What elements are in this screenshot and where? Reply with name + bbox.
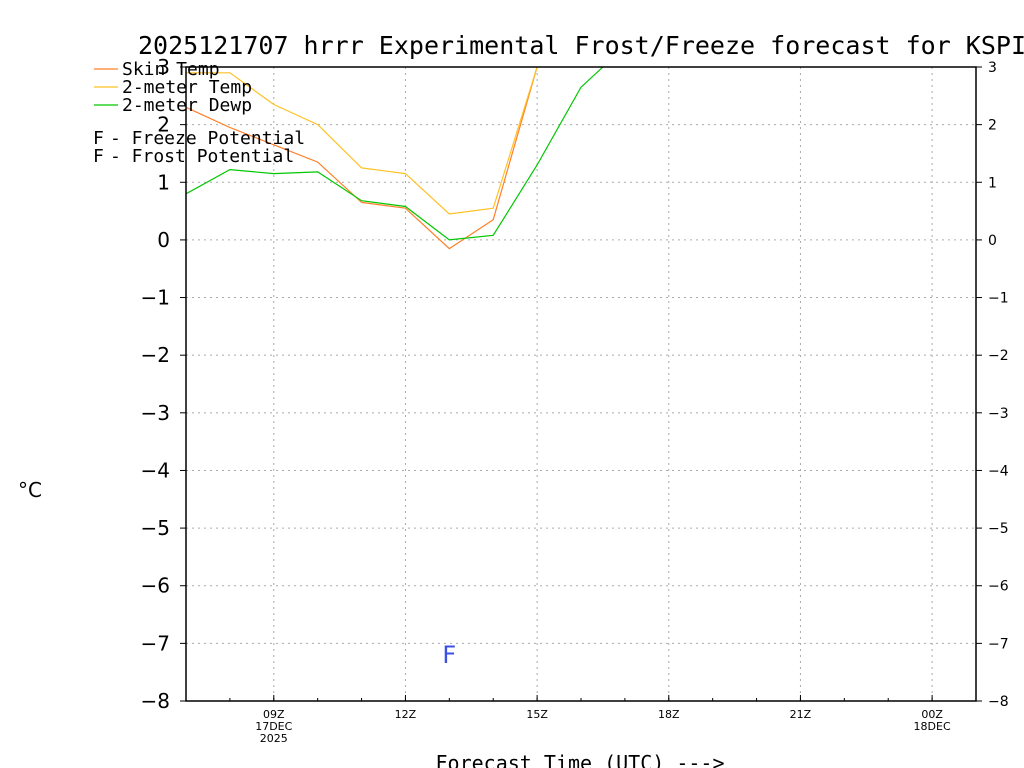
y-tick-label: 2 bbox=[157, 113, 170, 137]
y-tick-label: −1 bbox=[141, 286, 170, 310]
plot-frame bbox=[185, 66, 977, 702]
legend-label: 2-meter Dewp bbox=[122, 95, 252, 116]
y-tick-label-right: −3 bbox=[988, 406, 1009, 422]
series-line-2-meter-dewp bbox=[186, 67, 604, 241]
y-tick-label-right: −5 bbox=[988, 521, 1009, 537]
y-tick-label: −3 bbox=[141, 401, 170, 425]
x-tick-label: 17DEC bbox=[255, 720, 292, 733]
y-tick-label: −7 bbox=[141, 631, 170, 655]
x-axis-label: Forecast Time (UTC) ---> bbox=[436, 751, 725, 768]
y-tick-label: −2 bbox=[141, 343, 170, 367]
y-tick-label-right: −2 bbox=[988, 348, 1009, 364]
x-tick-label: 12Z bbox=[395, 708, 417, 721]
grid-lines bbox=[186, 67, 976, 701]
x-tick-label: 18DEC bbox=[914, 720, 951, 733]
legend-label: 2-meter Temp bbox=[122, 77, 252, 98]
y-tick-label-right: 3 bbox=[988, 60, 997, 76]
potential-legend-label: - Freeze Potential bbox=[110, 128, 305, 149]
y-tick-label-right: −7 bbox=[988, 636, 1009, 652]
y-tick-label: 1 bbox=[157, 170, 170, 194]
data-series bbox=[186, 67, 604, 250]
y-tick-label: −4 bbox=[141, 458, 170, 482]
y-tick-label-right: 1 bbox=[988, 175, 997, 191]
y-tick-label-right: 0 bbox=[988, 233, 997, 249]
y-tick-label-right: 2 bbox=[988, 118, 997, 134]
y-tick-label: 0 bbox=[157, 228, 170, 252]
y-axis-ticks: 3 3 2 2 1 1 0 0 −1 −1 −2 −2 −3 −3 −4 −4 −5 −5 −6 −6 −7 −7 −8 −8 bbox=[141, 55, 1009, 713]
x-tick-label: 00Z bbox=[921, 708, 943, 721]
potential-legend-symbol: F bbox=[93, 146, 104, 167]
x-tick-label: 09Z bbox=[263, 708, 285, 721]
y-tick-label: 3 bbox=[157, 55, 170, 79]
potential-markers: F bbox=[442, 641, 456, 669]
series-line-2-meter-temp bbox=[186, 67, 538, 215]
y-tick-label-right: −4 bbox=[988, 463, 1009, 479]
chart-title: 2025121707 hrrr Experimental Frost/Freez… bbox=[138, 31, 1024, 60]
y-axis-label: °C bbox=[18, 478, 42, 502]
y-tick-label: −6 bbox=[141, 574, 170, 598]
series-line-skin-temp bbox=[186, 67, 538, 250]
y-tick-label-right: −1 bbox=[988, 291, 1009, 307]
y-tick-label-right: −8 bbox=[988, 694, 1009, 710]
y-tick-label: −8 bbox=[141, 689, 170, 713]
y-tick-label: −5 bbox=[141, 516, 170, 540]
frost-potential-marker: F bbox=[442, 641, 456, 669]
x-tick-label: 2025 bbox=[260, 732, 288, 745]
x-tick-label: 21Z bbox=[790, 708, 812, 721]
x-tick-label: 15Z bbox=[526, 708, 548, 721]
legend-label: Skin Temp bbox=[122, 59, 220, 80]
potential-legend-symbol: F bbox=[93, 128, 104, 149]
y-tick-label-right: −6 bbox=[988, 579, 1009, 595]
potential-legend-label: - Frost Potential bbox=[110, 146, 294, 167]
x-tick-label: 18Z bbox=[658, 708, 680, 721]
